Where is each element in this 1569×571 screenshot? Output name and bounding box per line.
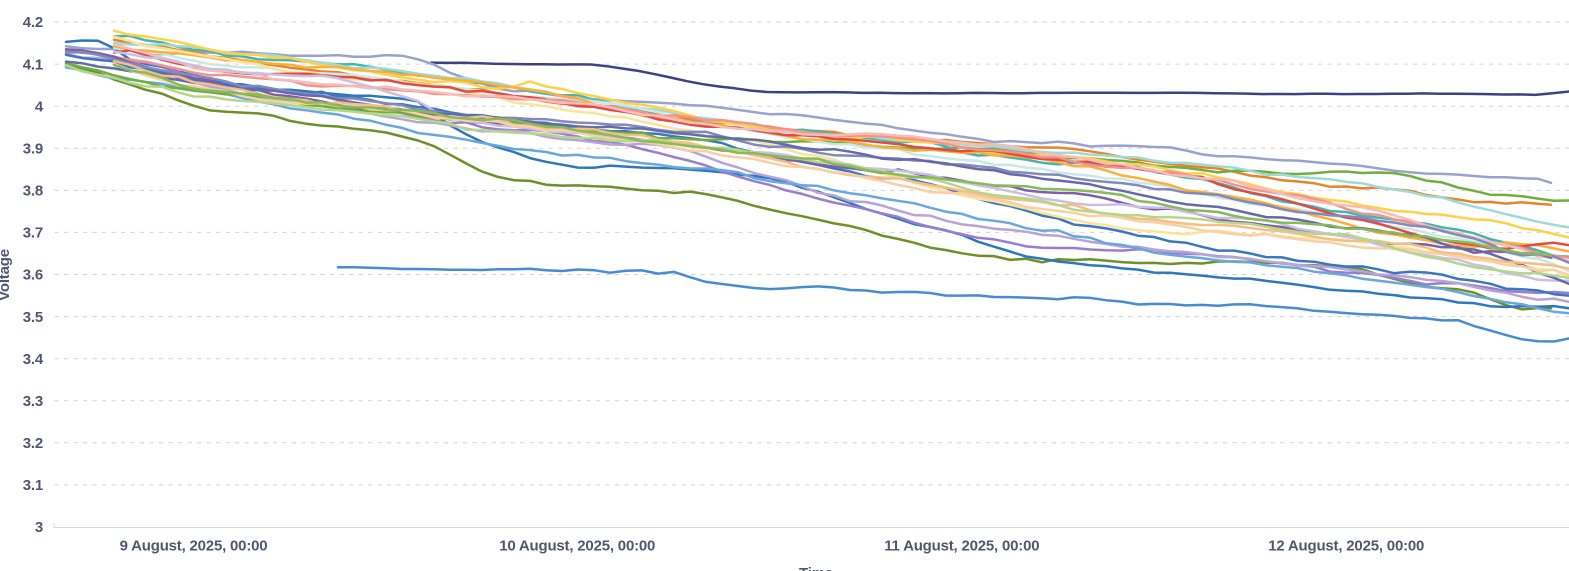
svg-text:3.9: 3.9 [23, 141, 43, 158]
svg-text:Voltage: Voltage [0, 249, 13, 301]
svg-text:3.4: 3.4 [23, 351, 44, 368]
svg-text:12 August, 2025, 00:00: 12 August, 2025, 00:00 [1268, 538, 1424, 555]
svg-text:3.8: 3.8 [23, 183, 43, 200]
svg-text:Time: Time [799, 565, 833, 571]
svg-text:3.6: 3.6 [23, 267, 43, 284]
svg-text:3: 3 [35, 519, 43, 536]
svg-text:3.3: 3.3 [23, 393, 43, 410]
svg-text:4: 4 [35, 98, 44, 115]
svg-text:4.2: 4.2 [23, 14, 43, 31]
svg-text:3.7: 3.7 [23, 225, 43, 242]
svg-text:4.1: 4.1 [23, 56, 43, 73]
svg-text:3.2: 3.2 [23, 435, 43, 452]
svg-text:3.5: 3.5 [23, 309, 43, 326]
svg-text:3.1: 3.1 [23, 477, 43, 494]
svg-text:9 August, 2025, 00:00: 9 August, 2025, 00:00 [120, 538, 268, 555]
svg-text:10 August, 2025, 00:00: 10 August, 2025, 00:00 [499, 538, 655, 555]
svg-text:11 August, 2025, 00:00: 11 August, 2025, 00:00 [884, 538, 1039, 555]
